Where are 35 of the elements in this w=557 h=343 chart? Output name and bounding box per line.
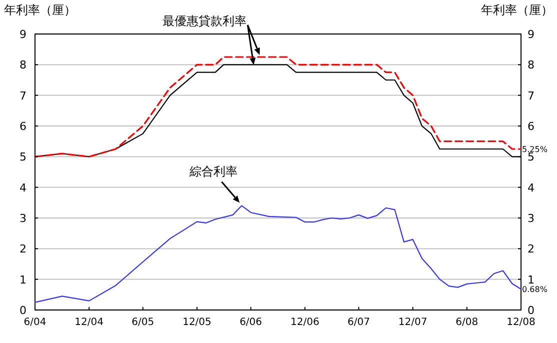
annotation: 0.68% (522, 285, 548, 294)
line-series (34, 205, 522, 303)
y2-tick-label: 7 (528, 89, 534, 102)
x-tick-label: 6/04 (24, 317, 46, 328)
y-tick-label: 6 (20, 120, 26, 133)
y-tick-label: 2 (20, 242, 26, 256)
y2-tick-label: 1 (528, 273, 534, 286)
annotation: 最優惠貸款利率 (162, 14, 247, 28)
y-tick-label: 9 (20, 28, 26, 41)
y2-axis-title: 年利率（厘） (481, 3, 553, 17)
y-tick-label: 8 (20, 58, 26, 72)
x-tick-label: 6/08 (456, 317, 478, 328)
x-tick-label: 12/06 (290, 317, 320, 328)
x-tick-label: 12/07 (398, 317, 428, 328)
y2-tick-label: 9 (528, 28, 534, 41)
x-tick-label: 12/05 (182, 317, 212, 328)
y2-tick-label: 8 (528, 58, 534, 72)
annotation: 綜合利率 (188, 164, 238, 179)
y2-tick-label: 4 (528, 181, 534, 194)
x-tick-label: 6/05 (132, 317, 154, 328)
x-tick-label: 6/07 (347, 317, 370, 328)
y-tick-label: 7 (20, 89, 26, 102)
y-tick-label: 3 (20, 212, 26, 225)
x-tick-label: 12/04 (74, 317, 104, 328)
y2-tick-label: 2 (528, 242, 534, 256)
y-tick-label: 4 (20, 181, 26, 194)
y-tick-label: 0 (20, 304, 26, 317)
y2-tick-label: 0 (528, 304, 534, 317)
y2-tick-label: 6 (528, 120, 534, 133)
y-tick-label: 1 (20, 273, 26, 286)
y-tick-label: 5 (20, 150, 26, 164)
x-tick-label: 6/06 (240, 317, 262, 328)
x-tick-label: 12/08 (506, 317, 536, 328)
y2-tick-label: 3 (528, 212, 534, 225)
y-axis-title: 年利率（厘） (4, 3, 76, 17)
